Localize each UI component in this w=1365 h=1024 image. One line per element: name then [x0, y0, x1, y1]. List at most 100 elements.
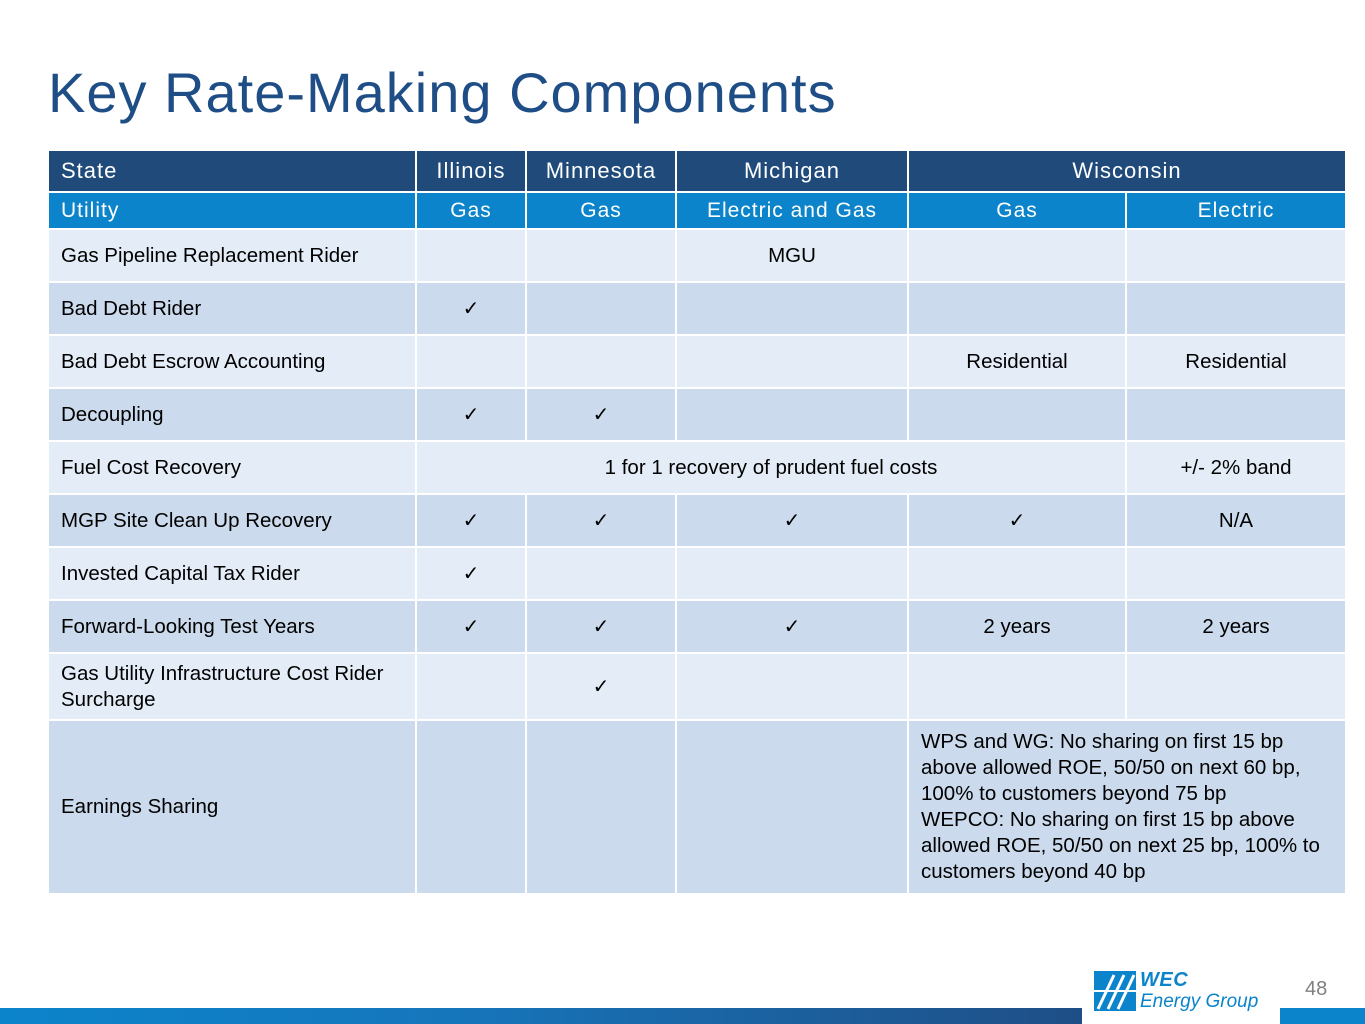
cell-wisconsin-electric: Residential: [1125, 334, 1347, 389]
table-row-pipeline: Gas Pipeline Replacement Rider MGU: [47, 228, 1347, 283]
cell-michigan: MGU: [675, 228, 909, 283]
rate-making-table: State Illinois Minnesota Michigan Wiscon…: [47, 149, 1347, 895]
table-row-mgp: MGP Site Clean Up Recovery ✓ ✓ ✓ ✓ N/A: [47, 493, 1347, 548]
cell-minnesota: [525, 334, 677, 389]
cell-wisconsin-gas: 2 years: [907, 599, 1127, 654]
state-illinois: Illinois: [415, 149, 527, 193]
state-michigan: Michigan: [675, 149, 909, 193]
cell-wisconsin-electric: [1125, 546, 1347, 601]
cell-wisconsin-gas: [907, 652, 1127, 721]
check-mark-icon: ✓: [462, 296, 480, 320]
utility-header-row: Utility Gas Gas Electric and Gas Gas Ele…: [47, 191, 1347, 230]
cell-michigan: [675, 281, 909, 336]
state-header-label: State: [47, 149, 417, 193]
table-row-forward: Forward-Looking Test Years ✓ ✓ ✓ 2 years…: [47, 599, 1347, 654]
cell-wisconsin-electric: +/- 2% band: [1125, 440, 1347, 495]
footer-bar-accent: [1280, 1008, 1365, 1024]
check-mark-icon: ✓: [462, 402, 480, 426]
check-mark-icon: ✓: [462, 508, 480, 532]
cell-illinois: ✓: [415, 387, 527, 442]
page-number: 48: [1305, 978, 1328, 1000]
cell-wisconsin-electric: [1125, 281, 1347, 336]
cell-michigan: [675, 719, 909, 895]
logo-line-1: WEC: [1140, 969, 1189, 991]
earnings-note-wps-wg: WPS and WG: No sharing on first 15 bp ab…: [921, 730, 1301, 805]
cell-wisconsin-gas: [907, 546, 1127, 601]
cell-minnesota: [525, 546, 677, 601]
cell-illinois: ✓: [415, 281, 527, 336]
check-mark-icon: ✓: [783, 614, 801, 638]
row-label: Bad Debt Escrow Accounting: [47, 334, 417, 389]
cell-wisconsin-electric: [1125, 387, 1347, 442]
utility-wisconsin-gas: Gas: [907, 191, 1127, 230]
cell-illinois: ✓: [415, 599, 527, 654]
utility-michigan: Electric and Gas: [675, 191, 909, 230]
cell-wisconsin-electric: [1125, 228, 1347, 283]
check-mark-icon: ✓: [592, 614, 610, 638]
check-mark-icon: ✓: [1008, 508, 1026, 532]
cell-illinois: [415, 334, 527, 389]
row-label: Bad Debt Rider: [47, 281, 417, 336]
cell-michigan: ✓: [675, 599, 909, 654]
table-row-invested: Invested Capital Tax Rider ✓: [47, 546, 1347, 601]
utility-illinois: Gas: [415, 191, 527, 230]
cell-minnesota: [525, 719, 677, 895]
state-minnesota: Minnesota: [525, 149, 677, 193]
check-mark-icon: ✓: [592, 674, 610, 698]
utility-header-label: Utility: [47, 191, 417, 230]
table-row-bad-debt: Bad Debt Rider ✓: [47, 281, 1347, 336]
table-row-decoupling: Decoupling ✓ ✓: [47, 387, 1347, 442]
utility-wisconsin-electric: Electric: [1125, 191, 1347, 230]
cell-fuel-span: 1 for 1 recovery of prudent fuel costs: [415, 440, 1127, 495]
cell-wisconsin-electric: N/A: [1125, 493, 1347, 548]
check-mark-icon: ✓: [592, 508, 610, 532]
cell-michigan: [675, 546, 909, 601]
cell-michigan: [675, 652, 909, 721]
table-row-fuel: Fuel Cost Recovery 1 for 1 recovery of p…: [47, 440, 1347, 495]
cell-illinois: [415, 228, 527, 283]
cell-wisconsin-electric: [1125, 652, 1347, 721]
cell-michigan: ✓: [675, 493, 909, 548]
cell-wisconsin-gas: [907, 228, 1127, 283]
cell-michigan: [675, 387, 909, 442]
footer-bar: [0, 1008, 1082, 1024]
cell-wisconsin-electric: 2 years: [1125, 599, 1347, 654]
row-label: Decoupling: [47, 387, 417, 442]
check-mark-icon: ✓: [462, 614, 480, 638]
cell-minnesota: [525, 281, 677, 336]
row-label: MGP Site Clean Up Recovery: [47, 493, 417, 548]
check-mark-icon: ✓: [783, 508, 801, 532]
cell-illinois: ✓: [415, 546, 527, 601]
table-row-infrastructure: Gas Utility Infrastructure Cost Rider Su…: [47, 652, 1347, 721]
row-label: Earnings Sharing: [47, 719, 417, 895]
cell-illinois: [415, 652, 527, 721]
wec-energy-group-logo: WEC Energy Group: [1094, 969, 1264, 1015]
cell-minnesota: ✓: [525, 493, 677, 548]
state-header-row: State Illinois Minnesota Michigan Wiscon…: [47, 149, 1347, 193]
slide-title: Key Rate-Making Components: [48, 61, 837, 124]
row-label: Forward-Looking Test Years: [47, 599, 417, 654]
row-label: Gas Utility Infrastructure Cost Rider Su…: [47, 652, 417, 721]
table-row-earnings: Earnings Sharing WPS and WG: No sharing …: [47, 719, 1347, 895]
cell-illinois: [415, 719, 527, 895]
earnings-note-wepco: WEPCO: No sharing on first 15 bp above a…: [921, 808, 1320, 883]
cell-minnesota: ✓: [525, 599, 677, 654]
wec-logo-icon: [1094, 971, 1136, 1011]
cell-michigan: [675, 334, 909, 389]
cell-wisconsin-gas: ✓: [907, 493, 1127, 548]
cell-minnesota: ✓: [525, 387, 677, 442]
row-label: Invested Capital Tax Rider: [47, 546, 417, 601]
row-label: Gas Pipeline Replacement Rider: [47, 228, 417, 283]
check-mark-icon: ✓: [592, 402, 610, 426]
cell-wisconsin-gas: Residential: [907, 334, 1127, 389]
logo-text: WEC Energy Group: [1140, 969, 1258, 1013]
cell-minnesota: ✓: [525, 652, 677, 721]
cell-illinois: ✓: [415, 493, 527, 548]
utility-minnesota: Gas: [525, 191, 677, 230]
state-wisconsin: Wisconsin: [907, 149, 1347, 193]
check-mark-icon: ✓: [462, 561, 480, 585]
row-label: Fuel Cost Recovery: [47, 440, 417, 495]
cell-wisconsin-earnings-note: WPS and WG: No sharing on first 15 bp ab…: [907, 719, 1347, 895]
table-row-escrow: Bad Debt Escrow Accounting Residential R…: [47, 334, 1347, 389]
cell-minnesota: [525, 228, 677, 283]
